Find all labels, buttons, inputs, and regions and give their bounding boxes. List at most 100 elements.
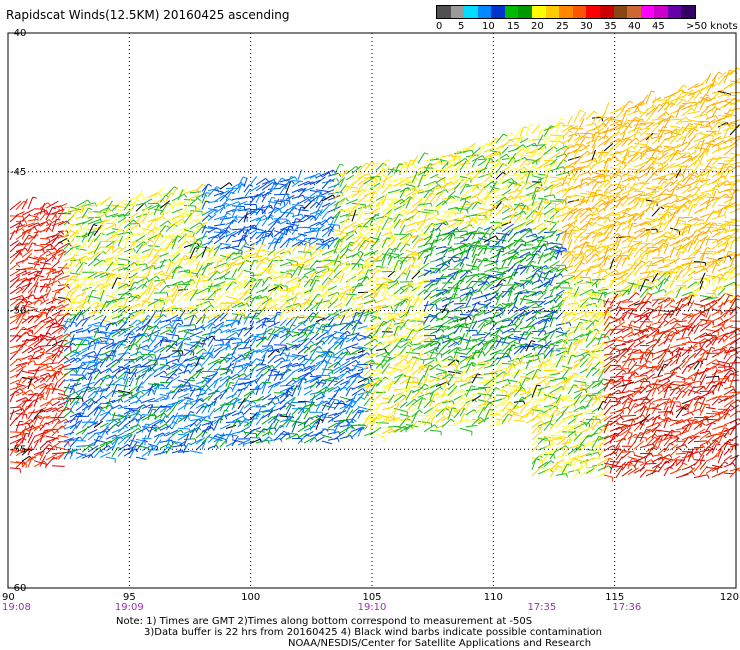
wind-barb	[159, 225, 167, 233]
wind-barb-flag	[388, 217, 393, 220]
wind-barb	[405, 221, 417, 227]
wind-barb-flag	[435, 303, 438, 308]
wind-barb	[99, 219, 105, 230]
wind-barb	[99, 209, 111, 218]
wind-barb	[93, 326, 100, 338]
wind-barb	[9, 242, 20, 253]
wind-barb	[183, 312, 197, 314]
wind-barb	[273, 413, 279, 423]
wind-barb	[195, 242, 203, 253]
wind-barb	[27, 446, 33, 456]
wind-barb	[129, 365, 138, 375]
wind-barb	[207, 381, 216, 389]
wind-barb	[105, 419, 116, 428]
wind-barb-flag	[135, 418, 139, 422]
wind-barb	[213, 194, 225, 203]
wind-barb	[105, 200, 113, 212]
wind-barb-flag	[344, 347, 349, 352]
wind-barb-flag	[82, 362, 87, 365]
wind-barb	[285, 285, 294, 296]
wind-barb-flag	[181, 350, 184, 355]
wind-barb	[171, 337, 181, 346]
wind-barb	[63, 342, 74, 352]
wind-barb	[45, 268, 52, 281]
wind-barb	[207, 358, 221, 366]
wind-barb	[93, 387, 101, 398]
wind-barb	[189, 218, 200, 224]
wind-barb	[315, 395, 326, 401]
wind-barb-flag	[225, 202, 230, 206]
wind-barb	[219, 375, 230, 382]
wind-barb	[285, 352, 290, 362]
wind-barb	[87, 401, 95, 411]
wind-barb	[135, 290, 145, 296]
wind-barb	[387, 368, 395, 380]
wind-barb	[45, 322, 54, 335]
wind-barb	[351, 236, 362, 246]
wind-barb	[189, 397, 203, 404]
wind-barb	[189, 384, 201, 388]
wind-barb	[243, 294, 253, 301]
wind-barb-flag	[167, 220, 172, 225]
wind-barb	[93, 209, 106, 219]
wind-barb	[57, 451, 66, 460]
wind-barb	[21, 328, 33, 331]
wind-barb	[51, 370, 58, 383]
wind-barb	[375, 200, 382, 213]
wind-barb	[153, 432, 164, 438]
wind-barb	[27, 256, 39, 260]
wind-barb	[165, 429, 179, 437]
wind-barb-flag	[429, 313, 434, 317]
wind-barb	[267, 183, 275, 196]
wind-barb	[171, 388, 181, 400]
wind-barb	[81, 207, 89, 219]
wind-barb	[165, 368, 178, 377]
wind-barb	[237, 316, 248, 320]
wind-barb	[123, 427, 134, 433]
wind-barb	[147, 248, 154, 259]
wind-barb	[39, 451, 45, 461]
wind-barb-flag	[452, 407, 457, 409]
wind-barb	[33, 281, 39, 293]
wind-barb-flag	[362, 210, 367, 213]
wind-barb	[135, 263, 147, 266]
wind-barb	[297, 277, 303, 288]
wind-barb-flag	[241, 312, 245, 316]
wind-barb-flag	[161, 383, 166, 388]
wind-barb	[9, 409, 15, 421]
wind-barb	[201, 439, 207, 450]
wind-barb-flag	[165, 358, 168, 364]
wind-barb-flag	[301, 214, 304, 219]
wind-barb-flag	[183, 193, 188, 198]
wind-barb	[249, 282, 258, 294]
colorbar-swatch	[654, 6, 668, 18]
wind-barb	[21, 277, 33, 282]
wind-barb	[429, 429, 442, 432]
wind-barb	[255, 233, 265, 246]
wind-barb	[219, 313, 228, 322]
wind-barb	[15, 362, 28, 367]
wind-barb	[99, 227, 107, 236]
wind-barb-flag	[146, 277, 150, 282]
wind-barb	[27, 277, 32, 288]
wind-barb	[105, 434, 116, 440]
wind-barb-flag	[173, 441, 178, 445]
wind-barb	[231, 382, 245, 387]
wind-barb	[213, 350, 221, 359]
wind-barb	[81, 350, 95, 357]
wind-barb-flag	[105, 431, 109, 436]
wind-barb	[171, 440, 182, 444]
wind-barb-flag	[268, 205, 273, 209]
wind-barb-flag	[148, 325, 153, 328]
wind-barb	[27, 392, 39, 396]
wind-barb	[117, 340, 125, 349]
wind-barb-flag	[88, 207, 93, 211]
wind-barb	[87, 290, 94, 303]
wind-barb	[129, 294, 139, 303]
wind-barb	[195, 276, 201, 289]
wind-barb	[297, 180, 310, 187]
wind-barb	[249, 412, 258, 420]
wind-barb	[99, 426, 109, 434]
wind-barb	[75, 428, 87, 436]
wind-barb	[189, 427, 196, 440]
